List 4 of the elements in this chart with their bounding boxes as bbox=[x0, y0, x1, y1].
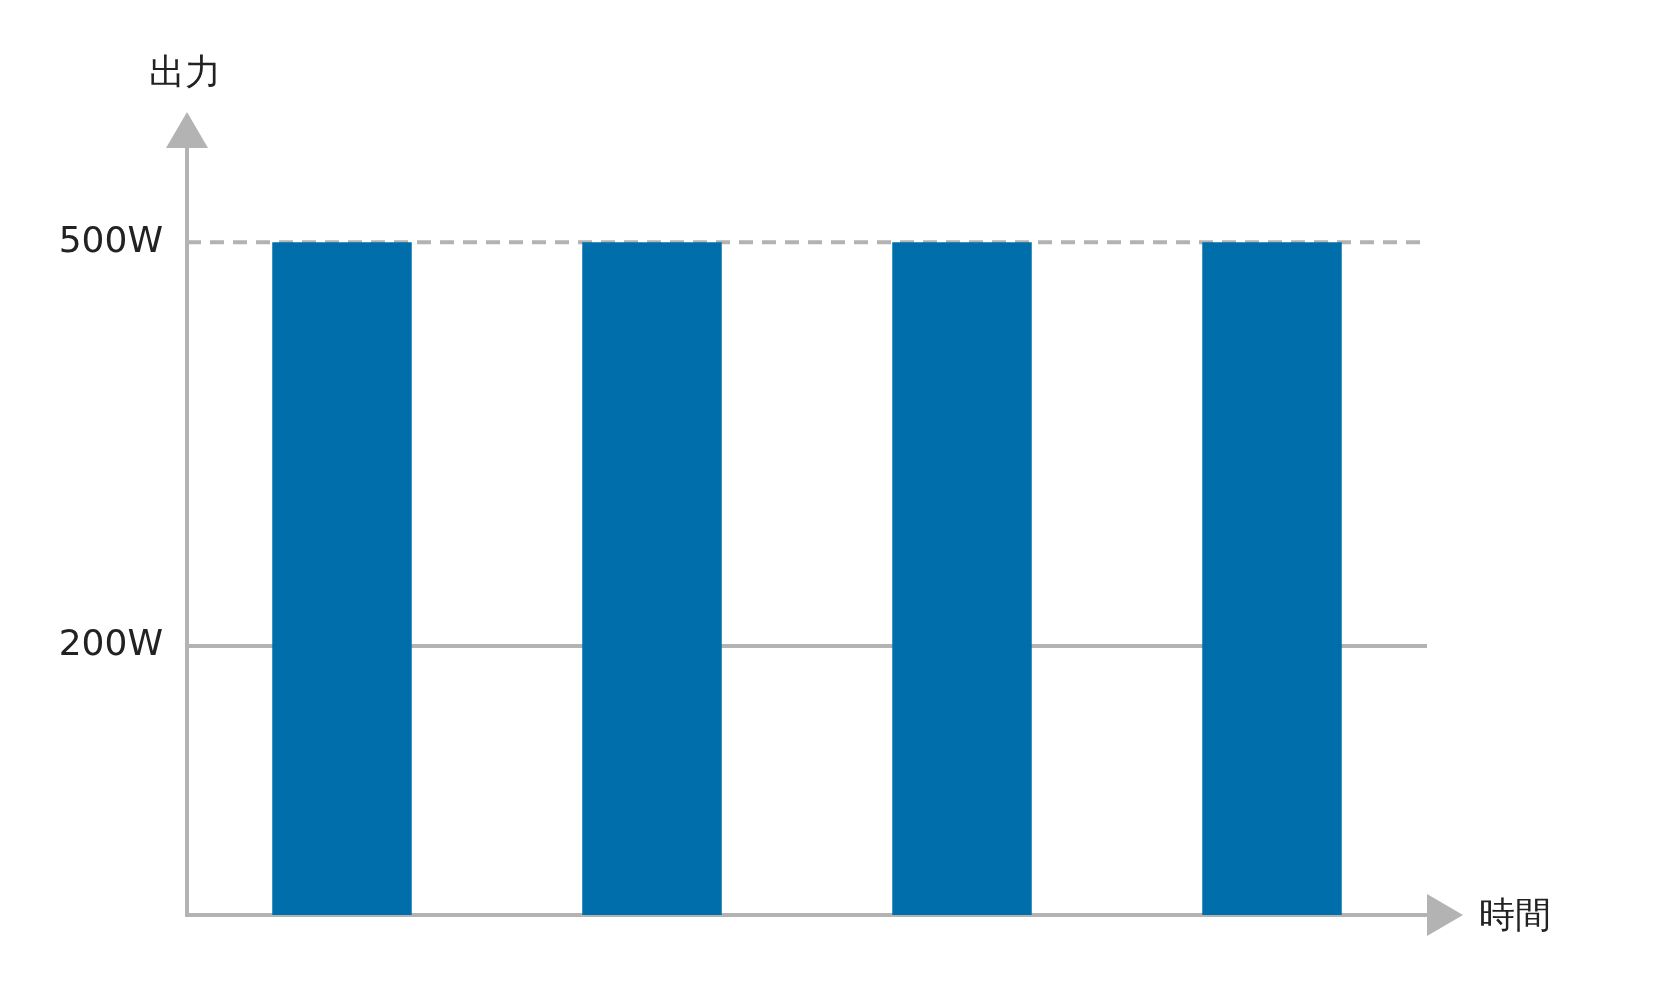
y-tick-label: 500W bbox=[58, 218, 163, 260]
y-axis-title: 出力 bbox=[149, 50, 221, 94]
y-tick-label: 200W bbox=[58, 622, 163, 664]
x-axis-title: 時間 bbox=[1479, 893, 1551, 937]
